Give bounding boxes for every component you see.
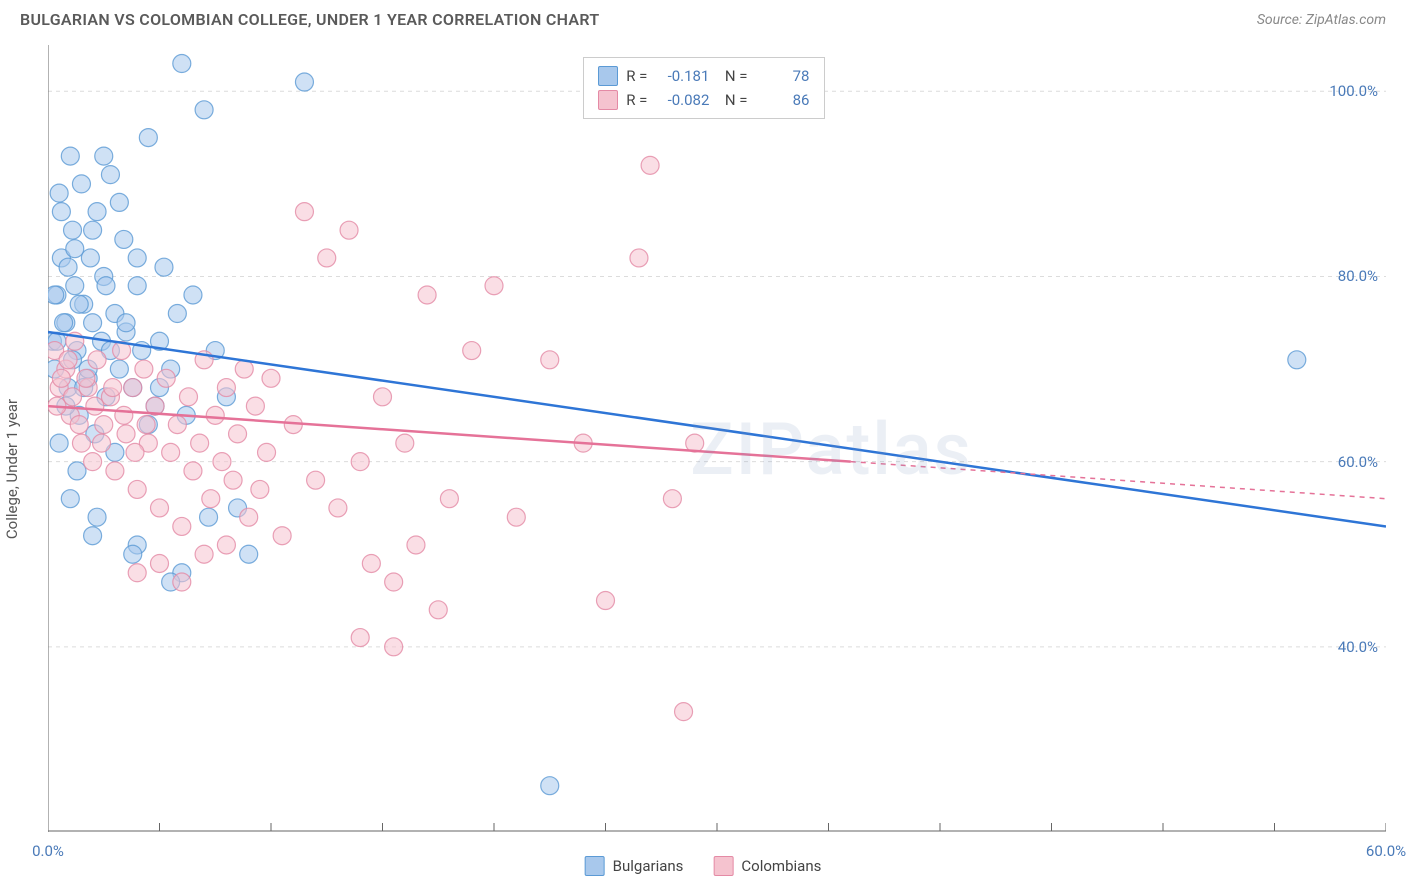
- n-label: N =: [717, 91, 747, 109]
- legend-item-bulgarians: Bulgarians: [585, 856, 684, 876]
- legend-label-bulgarians: Bulgarians: [613, 857, 684, 875]
- r-label: R =: [626, 91, 647, 109]
- n-value-colombians: 86: [756, 91, 810, 109]
- x-tick-label: 0.0%: [32, 842, 64, 860]
- r-value-bulgarians: -0.181: [655, 67, 709, 85]
- y-tick-label: 80.0%: [1338, 267, 1378, 285]
- legend-swatch-colombians: [713, 856, 733, 876]
- legend-swatch-bulgarians: [585, 856, 605, 876]
- swatch-bulgarians: [598, 66, 618, 86]
- stats-row-colombians: R = -0.082 N = 86: [598, 88, 809, 112]
- y-tick-label: 40.0%: [1338, 638, 1378, 656]
- n-label: N =: [717, 67, 747, 85]
- swatch-colombians: [598, 90, 618, 110]
- chart-title: BULGARIAN VS COLOMBIAN COLLEGE, UNDER 1 …: [20, 10, 599, 29]
- n-value-bulgarians: 78: [756, 67, 810, 85]
- plot-region: ZIPatlas R = -0.181 N = 78 R = -0.082 N …: [48, 45, 1386, 832]
- stats-row-bulgarians: R = -0.181 N = 78: [598, 64, 809, 88]
- y-axis-label: College, Under 1 year: [3, 398, 21, 538]
- legend-item-colombians: Colombians: [713, 856, 821, 876]
- correlation-stats-box: R = -0.181 N = 78 R = -0.082 N = 86: [583, 57, 824, 119]
- y-tick-label: 60.0%: [1338, 453, 1378, 471]
- y-tick-label: 100.0%: [1329, 82, 1378, 100]
- chart-source: Source: ZipAtlas.com: [1257, 12, 1386, 28]
- r-value-colombians: -0.082: [655, 91, 709, 109]
- x-tick-label: 60.0%: [1366, 842, 1406, 860]
- chart-header: BULGARIAN VS COLOMBIAN COLLEGE, UNDER 1 …: [0, 0, 1406, 37]
- chart-area: College, Under 1 year ZIPatlas R = -0.18…: [0, 37, 1406, 882]
- r-label: R =: [626, 67, 647, 85]
- scatter-plot-svg: [48, 45, 1386, 832]
- legend-label-colombians: Colombians: [741, 857, 821, 875]
- series-legend: Bulgarians Colombians: [585, 856, 822, 876]
